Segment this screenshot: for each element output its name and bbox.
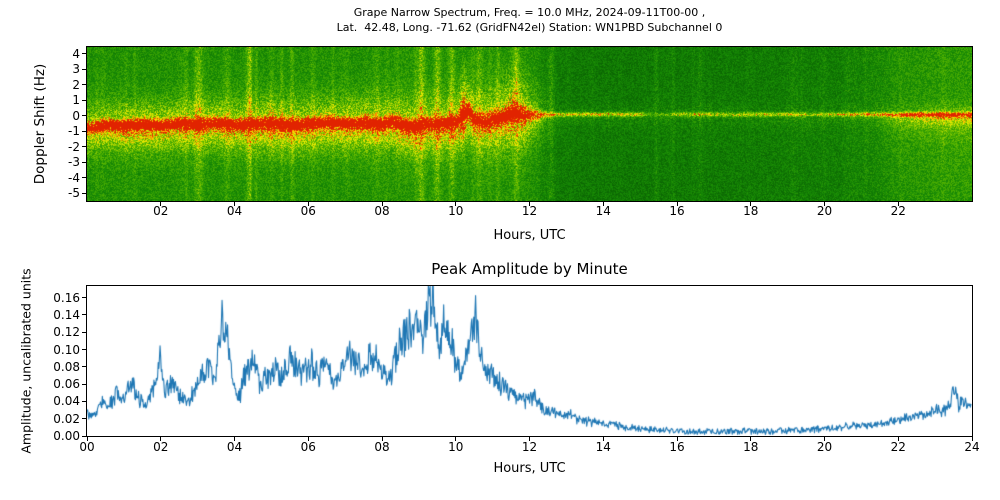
amplitude-y-tick-label: 0.04	[53, 394, 80, 409]
tick-mark	[82, 130, 86, 132]
spectrogram-x-tick-label: 06	[300, 204, 316, 218]
amplitude-x-tick-label: 06	[300, 440, 316, 454]
tick-mark	[82, 146, 86, 148]
tick-mark	[82, 84, 86, 86]
amplitude-x-axis-label: Hours, UTC	[493, 461, 566, 476]
amplitude-y-tick-label: 0.06	[53, 377, 80, 392]
tick-mark	[82, 383, 86, 385]
amplitude-x-tick-label: 14	[595, 440, 611, 454]
amplitude-x-tick-label: 08	[374, 440, 390, 454]
tick-mark	[529, 202, 530, 206]
spectrogram-y-tick-label: 2	[72, 77, 80, 92]
spectrogram-x-tick-label: 08	[374, 204, 390, 218]
tick-mark	[381, 202, 383, 206]
spectrogram-y-tick-label: 0	[72, 108, 80, 123]
amplitude-plot-title: Peak Amplitude by Minute	[431, 260, 628, 278]
tick-mark	[86, 437, 88, 441]
spectrogram-x-tick-label: 02	[153, 204, 169, 218]
tick-mark	[82, 418, 86, 420]
tick-mark	[82, 115, 86, 117]
tick-mark	[82, 366, 86, 368]
amplitude-y-tick-label: 0.02	[53, 411, 80, 426]
tick-mark	[529, 437, 530, 441]
spectrogram-x-tick-label: 22	[890, 204, 906, 218]
amplitude-x-tick-label: 04	[226, 440, 243, 454]
tick-mark	[234, 202, 235, 206]
amplitude-x-tick-label: 20	[816, 440, 833, 454]
spectrogram-x-tick-label: 20	[816, 204, 833, 218]
spectrogram-y-tick-label: -5	[68, 186, 80, 201]
tick-mark	[602, 437, 604, 441]
tick-mark	[455, 437, 457, 441]
amplitude-y-tick-label: 0.10	[53, 342, 80, 357]
spectrogram-y-tick-label: -2	[68, 139, 80, 154]
spectrogram-x-tick-label: 14	[595, 204, 611, 218]
tick-mark	[676, 202, 678, 206]
tick-mark	[750, 437, 752, 441]
spectrogram-y-tick-label: -1	[68, 124, 80, 139]
figure-title-line1: Grape Narrow Spectrum, Freq. = 10.0 MHz,…	[353, 6, 706, 19]
tick-mark	[381, 437, 383, 441]
amplitude-x-tick-label: 18	[743, 440, 759, 454]
spectrogram-x-tick-label: 18	[743, 204, 759, 218]
tick-mark	[602, 202, 604, 206]
amplitude-canvas	[87, 286, 972, 436]
tick-mark	[82, 53, 86, 55]
tick-mark	[307, 437, 309, 441]
spectrogram-y-tick-label: -3	[68, 155, 80, 170]
amplitude-y-tick-label: 0.16	[53, 290, 80, 305]
tick-mark	[82, 161, 86, 163]
amplitude-x-tick-label: 02	[153, 440, 169, 454]
spectrogram-canvas	[87, 47, 972, 201]
spectrogram-x-tick-label: 10	[448, 204, 464, 218]
tick-mark	[750, 202, 752, 206]
amplitude-y-tick-label: 0.14	[53, 307, 80, 322]
spectrogram-frame	[86, 46, 973, 202]
tick-mark	[824, 437, 825, 441]
amplitude-y-tick-label: 0.08	[53, 359, 80, 374]
amplitude-x-tick-label: 24	[964, 440, 980, 454]
tick-mark	[82, 349, 86, 351]
tick-mark	[455, 202, 457, 206]
spectrogram-x-axis-label: Hours, UTC	[493, 228, 566, 243]
amplitude-x-tick-label: 22	[890, 440, 906, 454]
tick-mark	[897, 202, 899, 206]
figure-title-line2: Lat. 42.48, Long. -71.62 (GridFN42el) St…	[336, 21, 723, 34]
tick-mark	[82, 192, 86, 194]
tick-mark	[82, 99, 86, 101]
amplitude-x-tick-label: 00	[79, 440, 95, 454]
amplitude-x-tick-label: 12	[521, 440, 538, 454]
spectrogram-x-tick-label: 12	[521, 204, 538, 218]
tick-mark	[676, 437, 678, 441]
tick-mark	[82, 177, 86, 179]
tick-mark	[234, 437, 235, 441]
tick-mark	[82, 400, 86, 402]
tick-mark	[897, 437, 899, 441]
tick-mark	[82, 435, 86, 437]
spectrogram-y-tick-label: 3	[72, 62, 80, 77]
spectrogram-y-tick-label: 1	[72, 93, 80, 108]
amplitude-x-tick-label: 16	[669, 440, 685, 454]
tick-mark	[160, 202, 162, 206]
tick-mark	[160, 437, 162, 441]
spectrogram-y-tick-label: -4	[68, 170, 80, 185]
amplitude-frame	[86, 285, 973, 437]
tick-mark	[82, 68, 86, 70]
spectrogram-x-tick-label: 04	[226, 204, 243, 218]
spectrogram-y-tick-label: 4	[72, 46, 80, 61]
spectrogram-x-tick-label: 16	[669, 204, 685, 218]
figure-title: Grape Narrow Spectrum, Freq. = 10.0 MHz,…	[86, 5, 973, 35]
amplitude-x-tick-label: 10	[448, 440, 464, 454]
tick-mark	[307, 202, 309, 206]
tick-mark	[971, 437, 973, 441]
tick-mark	[82, 331, 86, 333]
tick-mark	[824, 202, 825, 206]
tick-mark	[82, 297, 86, 299]
tick-mark	[82, 314, 86, 316]
amplitude-y-tick-label: 0.00	[53, 429, 80, 443]
amplitude-y-tick-label: 0.12	[53, 325, 80, 340]
